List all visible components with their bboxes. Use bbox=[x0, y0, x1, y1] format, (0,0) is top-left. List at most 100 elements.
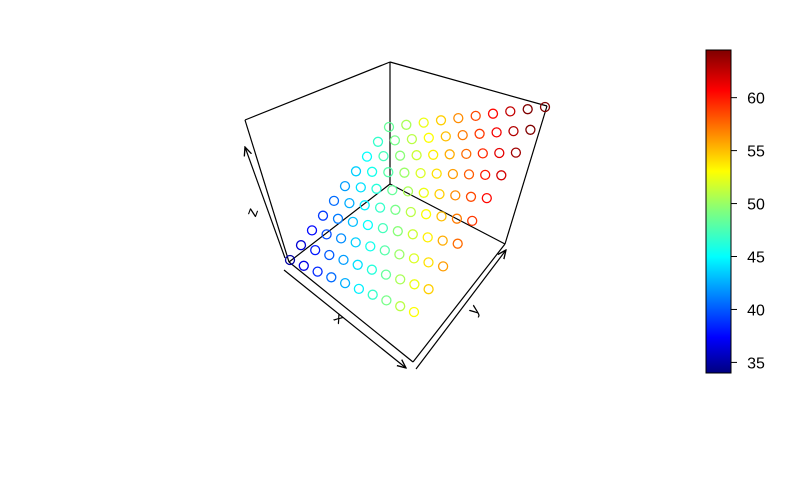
data-point bbox=[422, 232, 433, 243]
data-point bbox=[461, 148, 472, 160]
data-point bbox=[310, 244, 321, 256]
data-point bbox=[505, 106, 516, 117]
data-point bbox=[326, 272, 337, 283]
box-edge bbox=[389, 183, 506, 245]
data-point bbox=[402, 186, 414, 197]
data-point bbox=[347, 216, 359, 228]
data-point bbox=[324, 249, 335, 261]
data-points bbox=[284, 101, 551, 318]
data-point bbox=[387, 184, 398, 196]
colorbar-tick-label: 45 bbox=[747, 250, 765, 267]
data-point bbox=[344, 197, 355, 209]
data-point bbox=[481, 192, 492, 204]
data-point bbox=[394, 150, 406, 161]
data-point bbox=[444, 149, 455, 160]
data-point bbox=[428, 149, 439, 160]
data-point bbox=[447, 168, 459, 180]
data-point bbox=[392, 226, 403, 237]
data-point bbox=[378, 150, 389, 162]
data-point bbox=[395, 301, 406, 312]
data-point bbox=[399, 167, 410, 178]
data-point bbox=[487, 108, 499, 119]
data-point bbox=[434, 188, 445, 200]
data-point bbox=[437, 261, 449, 272]
data-point bbox=[510, 147, 522, 158]
data-point bbox=[383, 167, 394, 178]
colorbar-tick-label: 50 bbox=[747, 197, 765, 214]
data-point bbox=[352, 259, 363, 270]
data-point bbox=[491, 127, 502, 138]
data-point bbox=[494, 147, 505, 159]
data-point bbox=[367, 289, 378, 300]
data-point bbox=[339, 277, 351, 289]
z-axis-label: z bbox=[243, 206, 262, 219]
colorbar: 35 40 45 50 55 60 bbox=[705, 49, 765, 374]
y-axis-label: y bbox=[465, 302, 483, 319]
data-point bbox=[332, 213, 344, 224]
data-point bbox=[379, 245, 390, 256]
data-point bbox=[361, 151, 373, 162]
data-point bbox=[435, 115, 447, 126]
data-point bbox=[437, 235, 448, 246]
data-point bbox=[409, 279, 420, 290]
data-point bbox=[362, 219, 374, 231]
data-point bbox=[480, 169, 491, 181]
data-point bbox=[383, 121, 395, 133]
box-edge bbox=[288, 261, 414, 363]
colorbar-tick-label: 60 bbox=[747, 91, 765, 108]
data-point bbox=[408, 306, 420, 318]
data-point bbox=[365, 241, 376, 252]
data-point bbox=[423, 132, 434, 143]
data-point bbox=[328, 195, 340, 207]
data-point bbox=[381, 295, 392, 306]
data-point bbox=[380, 269, 392, 280]
data-point bbox=[338, 254, 349, 266]
data-point bbox=[312, 266, 323, 277]
data-point bbox=[306, 225, 318, 236]
colorbar-tick-label: 35 bbox=[747, 355, 765, 372]
data-point bbox=[436, 211, 447, 222]
colorbar-tick-label: 40 bbox=[747, 302, 765, 319]
data-point bbox=[418, 187, 429, 198]
data-point bbox=[452, 238, 463, 249]
data-point bbox=[474, 128, 485, 139]
box-frame bbox=[244, 61, 548, 363]
data-point bbox=[317, 210, 329, 221]
colorbar-tick-label: 55 bbox=[747, 144, 765, 161]
data-point bbox=[366, 264, 378, 275]
data-point bbox=[467, 215, 478, 227]
data-point bbox=[411, 150, 422, 161]
data-point bbox=[321, 229, 332, 240]
data-point bbox=[525, 124, 536, 135]
data-point bbox=[284, 254, 296, 266]
data-point bbox=[423, 284, 434, 295]
data-point bbox=[298, 260, 309, 271]
colorbar-ticks: 35 40 45 50 55 60 bbox=[731, 91, 765, 372]
data-point bbox=[401, 119, 412, 130]
box-edge bbox=[389, 61, 548, 107]
box-edge bbox=[244, 119, 290, 263]
data-point bbox=[423, 257, 434, 268]
data-point bbox=[418, 117, 429, 128]
data-point bbox=[470, 110, 481, 122]
data-point bbox=[374, 202, 386, 213]
data-point bbox=[477, 148, 488, 159]
data-point bbox=[350, 166, 362, 177]
data-point bbox=[407, 229, 418, 240]
data-point bbox=[463, 169, 475, 180]
data-point bbox=[339, 180, 351, 192]
data-point bbox=[359, 200, 370, 211]
data-point bbox=[394, 249, 405, 260]
data-point bbox=[415, 167, 426, 179]
data-point bbox=[496, 170, 507, 181]
x-axis-arrow bbox=[283, 269, 406, 368]
data-point bbox=[377, 222, 389, 234]
data-point bbox=[465, 191, 477, 202]
box-edge bbox=[504, 105, 548, 245]
data-point bbox=[405, 206, 416, 218]
data-point bbox=[457, 129, 468, 141]
data-point bbox=[355, 182, 366, 193]
data-point bbox=[408, 253, 420, 264]
data-point bbox=[390, 204, 401, 215]
